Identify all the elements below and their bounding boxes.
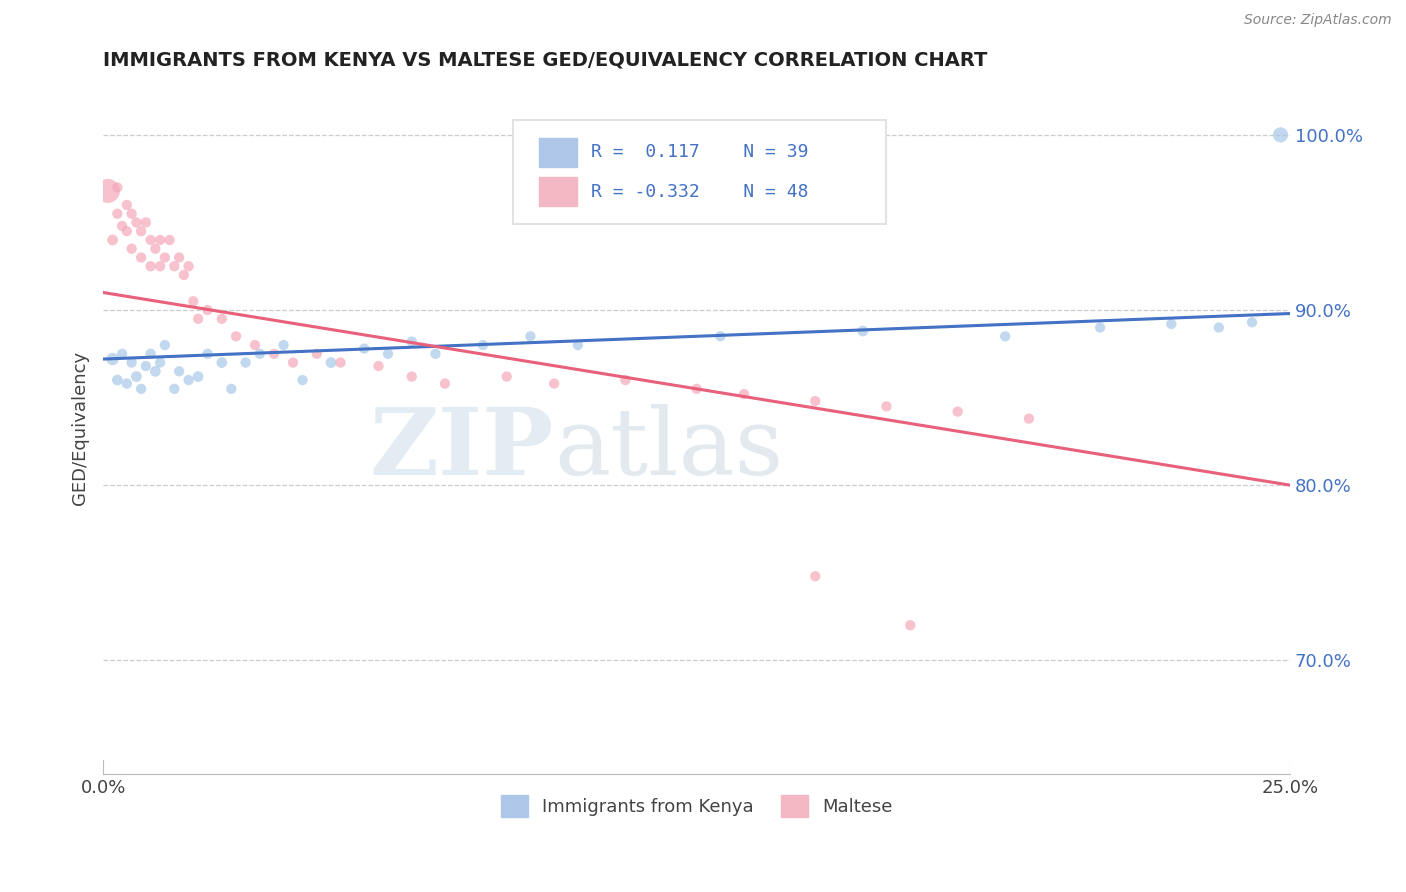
Point: [159, 233, 181, 247]
Point: [1208, 320, 1230, 334]
Point: [567, 338, 589, 352]
Point: [111, 219, 134, 233]
Point: [685, 382, 707, 396]
Y-axis label: GED/Equivalency: GED/Equivalency: [72, 351, 89, 505]
Point: [143, 364, 166, 378]
Point: [97, 184, 120, 198]
Point: [243, 338, 266, 352]
Text: R =  0.117    N = 39: R = 0.117 N = 39: [591, 144, 808, 161]
Point: [115, 224, 138, 238]
Point: [115, 198, 138, 212]
Point: [519, 329, 541, 343]
Point: [129, 224, 152, 238]
Point: [273, 338, 295, 352]
Point: [105, 207, 128, 221]
Point: [149, 259, 172, 273]
Point: [139, 347, 162, 361]
Point: [129, 382, 152, 396]
Point: [153, 338, 176, 352]
Point: [946, 404, 969, 418]
Point: [111, 347, 134, 361]
Point: [1270, 128, 1292, 142]
Point: [115, 376, 138, 391]
Point: [105, 180, 128, 194]
Point: [1088, 320, 1111, 334]
Point: [121, 355, 143, 369]
Point: [135, 359, 157, 373]
Text: R = -0.332    N = 48: R = -0.332 N = 48: [591, 183, 808, 201]
Point: [187, 311, 209, 326]
Point: [163, 259, 186, 273]
Point: [733, 387, 755, 401]
Point: [249, 347, 271, 361]
Point: [211, 355, 233, 369]
Point: [167, 364, 190, 378]
Point: [401, 369, 423, 384]
Point: [1160, 317, 1182, 331]
Bar: [538, 137, 576, 167]
Point: [804, 569, 827, 583]
Point: [471, 338, 494, 352]
Point: [177, 259, 200, 273]
Point: [1240, 315, 1263, 329]
Point: [163, 382, 186, 396]
Point: [329, 355, 352, 369]
Point: [149, 233, 172, 247]
Bar: [538, 178, 576, 206]
Point: [367, 359, 389, 373]
Point: [121, 207, 143, 221]
Point: [495, 369, 517, 384]
Point: [353, 342, 375, 356]
Point: [177, 373, 200, 387]
Point: [211, 311, 233, 326]
Point: [173, 268, 195, 282]
Legend: Immigrants from Kenya, Maltese: Immigrants from Kenya, Maltese: [494, 788, 900, 824]
Point: [235, 355, 257, 369]
Point: [319, 355, 342, 369]
Point: [401, 334, 423, 349]
Point: [139, 233, 162, 247]
Point: [875, 400, 897, 414]
Point: [125, 215, 148, 229]
Point: [149, 355, 172, 369]
Point: [305, 347, 328, 361]
Point: [898, 618, 921, 632]
Point: [281, 355, 304, 369]
Point: [994, 329, 1017, 343]
Point: [197, 303, 219, 318]
Point: [1018, 411, 1040, 425]
Point: [135, 215, 157, 229]
Text: Source: ZipAtlas.com: Source: ZipAtlas.com: [1244, 13, 1392, 28]
Point: [197, 347, 219, 361]
Text: atlas: atlas: [554, 404, 783, 494]
Text: ZIP: ZIP: [370, 404, 554, 494]
Point: [263, 347, 285, 361]
Point: [291, 373, 314, 387]
Point: [129, 251, 152, 265]
Point: [105, 373, 128, 387]
Point: [125, 369, 148, 384]
Point: [425, 347, 447, 361]
Point: [101, 233, 124, 247]
Point: [183, 294, 205, 309]
Point: [225, 329, 247, 343]
Point: [101, 352, 124, 367]
FancyBboxPatch shape: [513, 120, 886, 224]
Point: [139, 259, 162, 273]
Point: [167, 251, 190, 265]
Point: [614, 373, 637, 387]
Point: [187, 369, 209, 384]
Point: [377, 347, 399, 361]
Point: [852, 324, 875, 338]
Point: [709, 329, 731, 343]
Text: IMMIGRANTS FROM KENYA VS MALTESE GED/EQUIVALENCY CORRELATION CHART: IMMIGRANTS FROM KENYA VS MALTESE GED/EQU…: [103, 51, 987, 70]
Point: [153, 251, 176, 265]
Point: [221, 382, 243, 396]
Point: [143, 242, 166, 256]
Point: [804, 394, 827, 409]
Point: [433, 376, 456, 391]
Point: [543, 376, 565, 391]
Point: [121, 242, 143, 256]
